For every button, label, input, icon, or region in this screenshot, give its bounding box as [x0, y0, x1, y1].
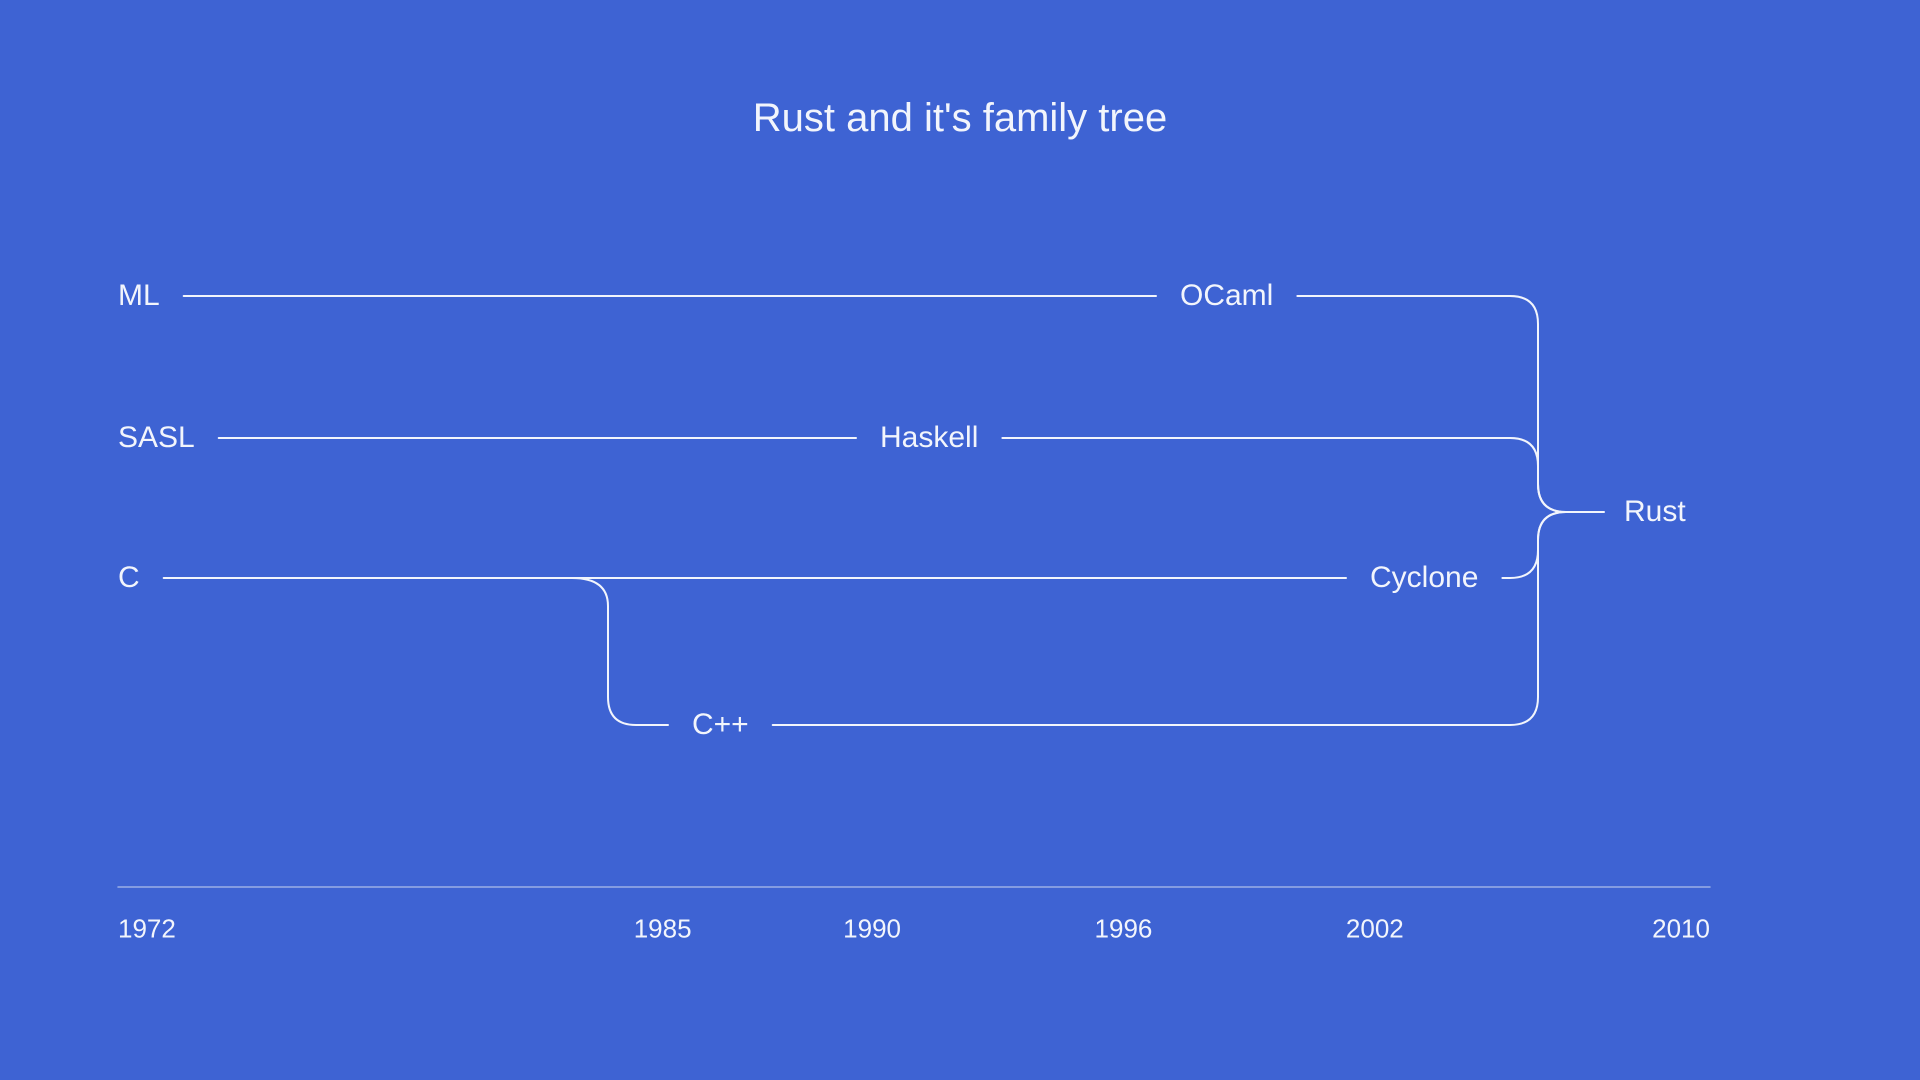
node-ml: ML: [118, 279, 160, 313]
node-cyclone: Cyclone: [1370, 561, 1478, 595]
axis-label-2010: 2010: [1652, 914, 1710, 945]
axis-label-1996: 1996: [1095, 914, 1153, 945]
axis-label-1985: 1985: [634, 914, 692, 945]
node-cpp: C++: [692, 708, 749, 742]
node-haskell: Haskell: [880, 421, 978, 455]
axis-label-1990: 1990: [843, 914, 901, 945]
axis-label-1972: 1972: [118, 914, 176, 945]
node-c: C: [118, 561, 140, 595]
axis-label-2002: 2002: [1346, 914, 1404, 945]
diagram-stage: Rust and it's family tree Rust 1972 1985 19…: [0, 0, 1920, 1080]
diagram-title: Rust and it's family tree: [0, 96, 1920, 141]
node-ocaml: OCaml: [1180, 279, 1273, 313]
diagram-svg: [0, 0, 1920, 1080]
node-sasl: SASL: [118, 421, 195, 455]
node-rust: Rust: [1624, 495, 1686, 529]
